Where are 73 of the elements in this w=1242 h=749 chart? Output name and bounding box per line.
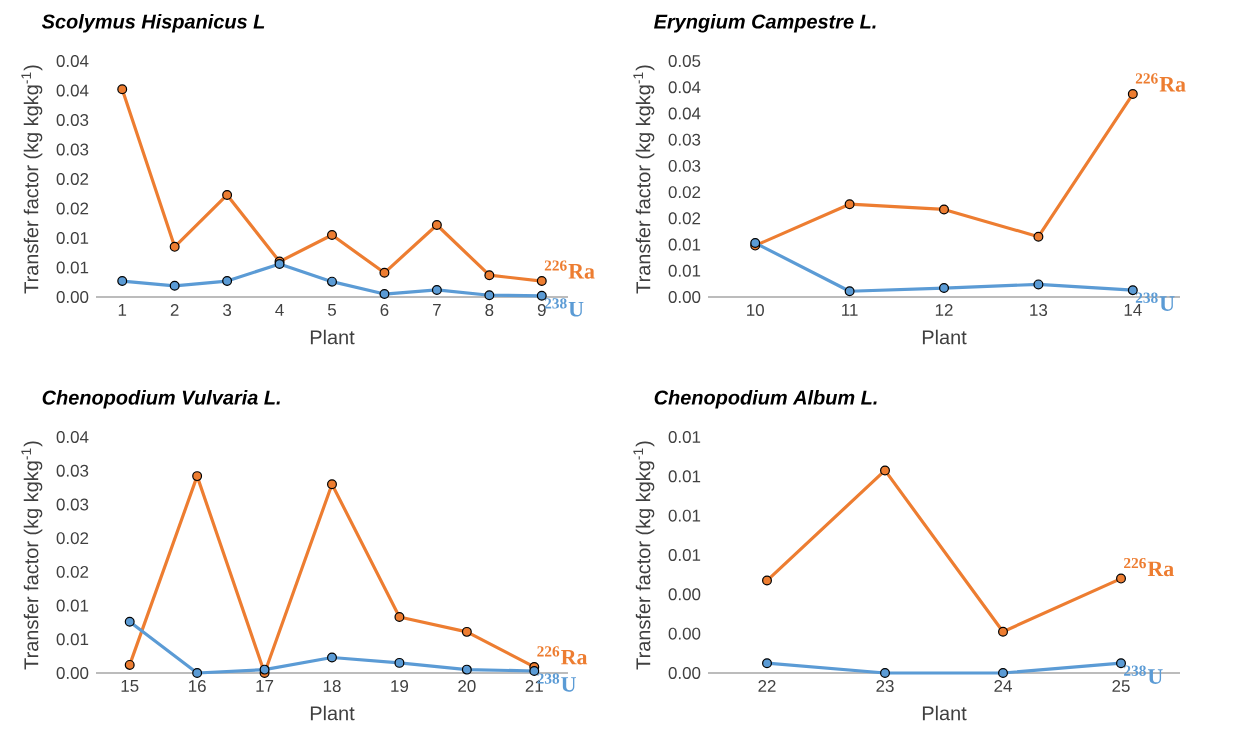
y-tick-label: 0.01 [668,238,701,251]
x-tick-label: 9 [537,304,546,317]
x-tick-label: 19 [391,680,409,693]
y-tick-label: 0.01 [56,261,89,274]
series-label: $^{226}$Ra [544,260,595,279]
x-tick-label: 6 [380,304,389,317]
y-tick-label: 0.00 [56,667,89,679]
series-label: $^{226}$Ra [1135,73,1186,92]
y-tick-label: 0.00 [668,291,701,303]
y-tick-label: 0.00 [668,588,701,601]
y-tick-label: 0.01 [668,431,701,443]
chart-title: Eryngium Campestre L. [654,13,876,33]
y-tick-label: 0.01 [668,549,701,561]
y-tick-label: 0.01 [56,599,89,612]
y-tick-label: 0.01 [56,633,89,646]
y-tick-label: 0.02 [56,565,89,578]
y-tick-label: 0.03 [56,114,89,126]
x-tick-label: 13 [1030,304,1048,317]
y-tick-label: 0.04 [668,107,701,120]
x-tick-label: 4 [275,304,284,316]
y-tick-label: 0.03 [56,464,89,477]
x-tick-label: 2 [170,304,179,316]
x-tick-label: 11 [842,304,858,316]
x-tick-label: 10 [747,304,764,317]
x-axis-title: Plant [922,705,967,721]
y-tick-label: 0.04 [56,84,89,97]
chart-title: Chenopodium Album L. [654,389,877,409]
series-label: $^{226}$Ra [1124,557,1174,577]
x-axis-title: Plant [310,329,355,345]
y-tick-label: 0.04 [56,55,89,67]
y-tick-label: 0.03 [56,498,89,511]
x-tick-label: 23 [876,680,894,693]
x-tick-label: 15 [121,680,139,692]
y-tick-label: 0.05 [668,55,701,67]
series-label: $^{226}$Ra [537,646,588,665]
y-tick-label: 0.02 [668,212,701,225]
x-tick-label: 18 [323,680,341,693]
x-tick-label: 24 [994,680,1012,692]
y-axis-title: Transfer factor (kg kgkg$^{-1}$) [21,65,43,294]
x-tick-label: 16 [189,680,206,693]
x-tick-label: 3 [223,304,232,317]
y-tick-label: 0.01 [668,264,701,277]
chart-title: Scolymus Hispanicus L [41,13,265,33]
y-tick-label: 0.02 [56,173,89,185]
x-tick-label: 22 [758,680,776,692]
y-tick-label: 0.02 [56,202,89,215]
x-tick-label: 7 [433,304,441,316]
x-tick-label: 12 [935,304,953,316]
y-tick-label: 0.02 [668,186,701,199]
y-tick-label: 0.02 [56,532,89,545]
x-axis-title: Plant [310,705,355,721]
x-tick-label: 25 [1112,680,1130,693]
y-tick-label: 0.03 [668,159,701,172]
x-axis-title: Plant [922,329,967,345]
y-axis-title: Transfer factor (kg kgkg$^{-1}$) [633,441,655,670]
y-tick-label: 0.01 [668,470,701,483]
x-tick-label: 20 [458,680,476,693]
chart-title: Chenopodium Vulvaria L. [42,390,280,409]
y-tick-label: 0.00 [668,667,701,679]
x-tick-label: 5 [327,304,337,316]
y-tick-label: 0.04 [56,431,89,443]
y-tick-label: 0.00 [668,627,701,640]
y-axis-title: Transfer factor (kg kgkg$^{-1}$) [633,65,655,294]
y-tick-label: 0.03 [668,133,701,146]
y-tick-label: 0.00 [56,291,89,303]
x-tick-label: 1 [118,304,127,316]
y-tick-label: 0.03 [56,143,89,156]
x-tick-label: 17 [256,680,274,692]
y-axis-title: Transfer factor (kg kgkg$^{-1}$) [21,441,43,670]
y-tick-label: 0.01 [668,509,701,522]
y-tick-label: 0.01 [56,232,89,244]
y-tick-label: 0.04 [668,81,701,94]
x-tick-label: 8 [485,304,494,317]
